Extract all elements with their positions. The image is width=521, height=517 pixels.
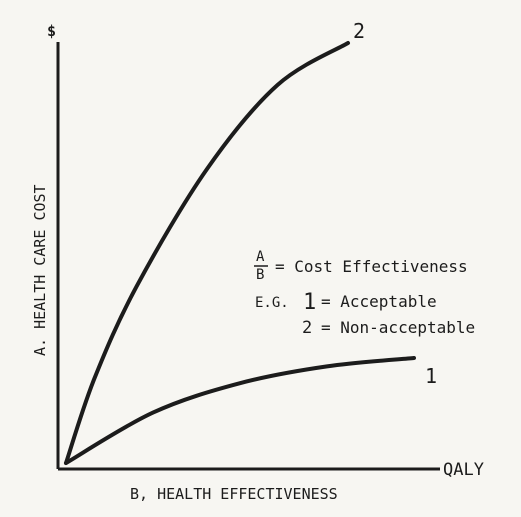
example-annotation: E.G. 1 = Acceptable 2 = Non-acceptable — [255, 290, 475, 338]
example-prefix: E.G. — [255, 295, 289, 311]
curve-2-line — [64, 41, 350, 465]
y-axis-title: A. HEALTH CARE COST — [31, 184, 49, 356]
ratio-numerator: A — [256, 249, 265, 265]
y-unit-label: $ — [47, 22, 56, 40]
curve-2-label: 2 — [353, 19, 365, 43]
curve-1-line — [64, 356, 416, 465]
example-2-number: 2 — [302, 318, 312, 338]
ratio-denominator: B — [256, 267, 264, 283]
x-axis-end-label: QALY — [443, 460, 484, 480]
ratio-annotation: A B = Cost Effectiveness — [254, 249, 468, 283]
example-2-text: = Non-acceptable — [321, 318, 475, 337]
example-1-number: 1 — [303, 290, 316, 315]
x-axis-title: B, HEALTH EFFECTIVENESS — [130, 485, 338, 503]
ratio-definition: = Cost Effectiveness — [275, 257, 468, 276]
curve-1-label: 1 — [425, 364, 437, 388]
example-1-text: = Acceptable — [321, 292, 437, 311]
